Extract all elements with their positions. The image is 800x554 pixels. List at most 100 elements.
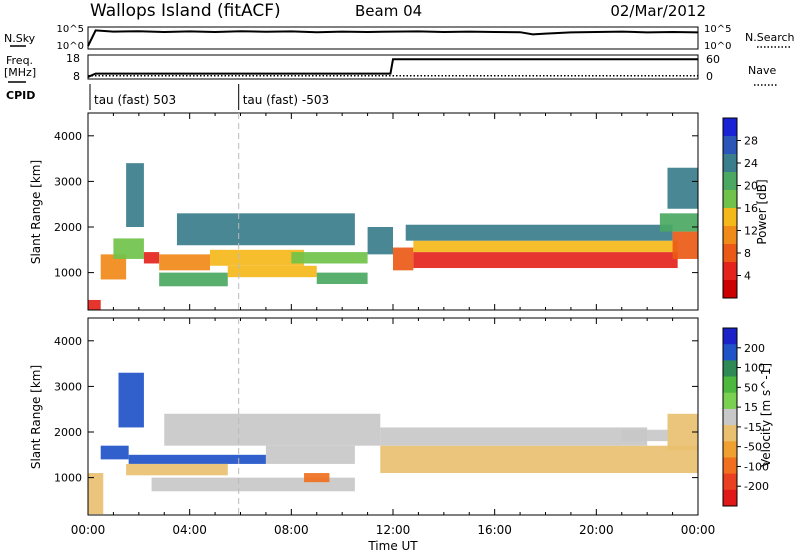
nsky-tick-bottom: 10^0 <box>57 41 84 52</box>
power-data-cell <box>291 252 368 264</box>
nsky-tick-top: 10^5 <box>57 24 84 35</box>
power-colorbar-tick-label: 8 <box>744 247 751 260</box>
cpid-label: CPID <box>6 89 35 102</box>
nave-label: Nave <box>748 64 776 77</box>
velocity-colorbar-swatch <box>723 473 737 491</box>
vel-ytick-label: 3000 <box>54 380 82 393</box>
velocity-colorbar-swatch <box>723 344 737 361</box>
freq-tick-bottom: 8 <box>73 70 80 83</box>
power-data-cell <box>210 249 305 266</box>
power-data-cell <box>367 227 393 255</box>
power-colorbar-tick-label: 28 <box>744 135 758 148</box>
vel-data-cell <box>164 413 381 446</box>
power-heatmap <box>88 163 698 310</box>
vel-data-cell <box>380 427 648 446</box>
vel-data-cell <box>118 372 144 428</box>
power-colorbar-tick-label: 4 <box>744 270 751 283</box>
cpid-segment-label: tau (fast) 503 <box>94 93 176 107</box>
velocity-colorbar-tick-label: 200 <box>744 342 765 355</box>
velocity-colorbar-label: Velocity [m s^-1] <box>759 363 773 467</box>
vel-data-cell <box>100 445 129 460</box>
power-data-cell <box>113 238 144 259</box>
power-colorbar-swatch <box>723 118 737 137</box>
nave-tick-bottom: 0 <box>706 70 713 83</box>
time-tick-label: 20:00 <box>579 523 614 537</box>
time-axis-labels: 00:00 04:00 08:00 12:00 16:00 20:00 00:00 <box>71 523 716 537</box>
power-y-axis: 4000 3000 2000 1000 <box>54 130 698 280</box>
power-data-cell <box>316 272 368 285</box>
power-data-cell <box>413 252 678 269</box>
vel-data-cell <box>621 429 668 442</box>
nsky-label: N.Sky <box>4 32 36 45</box>
velocity-colorbar-frame <box>722 327 738 507</box>
station-title: Wallops Island (fitACF) <box>90 1 281 21</box>
vel-data-cell <box>88 473 104 515</box>
power-colorbar-swatch <box>723 280 737 299</box>
power-data-cell <box>159 272 228 287</box>
vel-ytick-label: 2000 <box>54 426 82 439</box>
x-axis-title: Time UT <box>367 539 418 553</box>
vel-data-cell <box>265 445 355 464</box>
time-tick-label: 04:00 <box>172 523 207 537</box>
power-data-cell <box>126 163 144 228</box>
time-tick-label: 16:00 <box>477 523 512 537</box>
velocity-colorbar-swatch <box>723 328 737 345</box>
power-colorbar-swatch <box>723 190 737 209</box>
power-ylabel: Slant Range [km] <box>29 160 43 264</box>
velocity-heatmap <box>88 372 698 515</box>
power-data-cell <box>667 167 698 209</box>
velocity-colorbar-tick-label: -15 <box>744 421 762 434</box>
velocity-colorbar-tick-label: -50 <box>744 441 762 454</box>
power-colorbar-label: Power [dB] <box>755 179 769 244</box>
power-colorbar-tick-label: 20 <box>744 180 758 193</box>
nave-tick-top: 60 <box>706 53 720 66</box>
power-data-cell <box>672 231 698 259</box>
nsky-panel-frame <box>87 26 699 50</box>
velocity-x-axis <box>87 318 699 515</box>
vel-data-cell <box>380 445 698 474</box>
power-colorbar-swatch <box>723 208 737 227</box>
velocity-colorbar-tick-label: 50 <box>744 381 758 394</box>
power-colorbar-swatch <box>723 136 737 155</box>
vel-ytick-label: 4000 <box>54 335 82 348</box>
power-ytick-label: 1000 <box>54 267 82 280</box>
power-data-cell <box>227 265 317 278</box>
power-x-axis <box>87 113 699 310</box>
freq-panel-frame <box>87 54 699 80</box>
nsearch-tick-bottom: 10^0 <box>704 41 731 52</box>
power-colorbar-swatch <box>723 262 737 281</box>
power-data-cell <box>405 224 673 241</box>
power-data-cell <box>413 240 678 253</box>
freq-unit: [MHz] <box>4 66 36 79</box>
power-data-cell <box>176 213 355 246</box>
velocity-colorbar-swatch <box>723 360 737 378</box>
cpid-strip: tau (fast) 503 tau (fast) -503 <box>89 84 329 110</box>
velocity-colorbar-tick-label: -100 <box>744 460 769 473</box>
power-data-cell <box>659 213 698 232</box>
time-tick-label: 08:00 <box>274 523 309 537</box>
vel-data-cell <box>126 463 228 476</box>
freq-tick-top: 18 <box>66 52 80 65</box>
power-data-cell <box>143 252 160 264</box>
velocity-colorbar-swatch <box>723 376 737 394</box>
velocity-colorbar-swatch <box>723 425 737 442</box>
velocity-colorbar-tick-label: 100 <box>744 362 765 375</box>
time-tick-label: 12:00 <box>376 523 411 537</box>
nsearch-label: N.Search <box>745 31 795 44</box>
power-colorbar-swatch <box>723 226 737 245</box>
power-colorbar-swatch <box>723 154 737 173</box>
velocity-colorbar-swatch <box>723 489 737 507</box>
cpid-segment-label: tau (fast) -503 <box>243 93 329 107</box>
nsky-trace <box>87 29 699 47</box>
velocity-y-axis: 4000 3000 2000 1000 <box>54 335 698 485</box>
power-colorbar-swatch <box>723 244 737 263</box>
power-colorbar-tick-label: 24 <box>744 157 758 170</box>
power-colorbar-tick-label: 16 <box>744 202 758 215</box>
time-tick-label: 00:00 <box>71 523 106 537</box>
vel-data-cell <box>128 454 266 464</box>
velocity-colorbar-tick-label: -200 <box>744 480 769 493</box>
power-ytick-label: 3000 <box>54 175 82 188</box>
velocity-colorbar-swatch <box>723 408 737 426</box>
date-title: 02/Mar/2012 <box>610 2 706 20</box>
freq-trace <box>87 58 698 78</box>
